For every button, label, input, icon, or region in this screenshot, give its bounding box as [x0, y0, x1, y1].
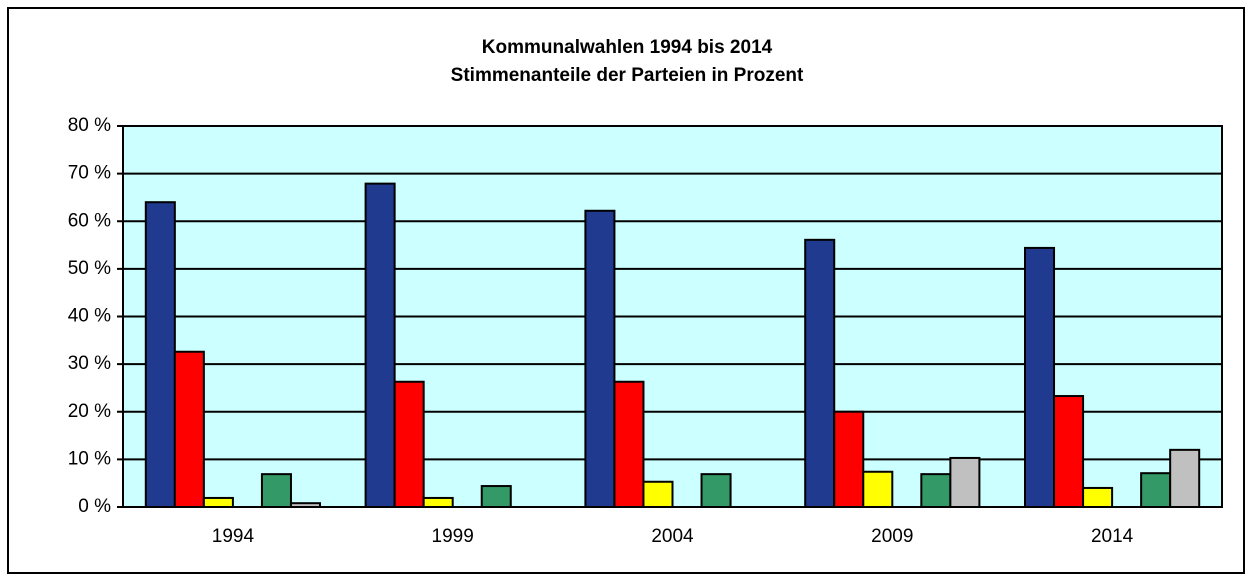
bar: [173, 350, 205, 508]
bar: [584, 209, 616, 509]
bar: [700, 473, 732, 509]
bar: [364, 182, 396, 508]
bar: [144, 201, 176, 508]
plot-border: [122, 125, 1223, 508]
chart-subtitle: Stimmenanteile der Parteien in Prozent: [451, 65, 804, 86]
bar: [949, 456, 981, 509]
y-tick-label: 0 %: [78, 496, 111, 517]
x-tick-label: 1994: [212, 526, 255, 547]
bar: [1140, 472, 1172, 508]
bar: [393, 380, 425, 508]
bar: [480, 485, 512, 509]
bar: [613, 380, 645, 508]
y-tick-label: 10 %: [68, 448, 111, 469]
bar: [202, 496, 234, 509]
bar: [1169, 448, 1201, 509]
bar: [422, 496, 454, 509]
bar: [920, 473, 952, 509]
y-tick-label: 60 %: [68, 210, 111, 231]
x-tick-label: 2004: [651, 526, 694, 547]
y-tick-label: 70 %: [68, 163, 111, 184]
bar: [862, 470, 894, 509]
y-tick-label: 50 %: [68, 258, 111, 279]
x-tick-label: 2009: [871, 526, 913, 547]
bar: [1024, 246, 1056, 508]
bar: [1082, 486, 1114, 509]
y-tick-label: 40 %: [68, 306, 111, 327]
y-tick-label: 30 %: [68, 353, 111, 374]
bar: [260, 473, 292, 509]
bar: [833, 410, 865, 508]
bar: [804, 238, 836, 508]
x-tick-label: 2014: [1091, 526, 1134, 547]
y-tick-label: 80 %: [68, 115, 111, 136]
bar: [1053, 395, 1085, 508]
bar: [642, 480, 674, 509]
x-tick-label: 1999: [432, 526, 474, 547]
y-tick-label: 20 %: [68, 401, 111, 422]
chart-title: Kommunalwahlen 1994 bis 2014: [482, 37, 773, 58]
